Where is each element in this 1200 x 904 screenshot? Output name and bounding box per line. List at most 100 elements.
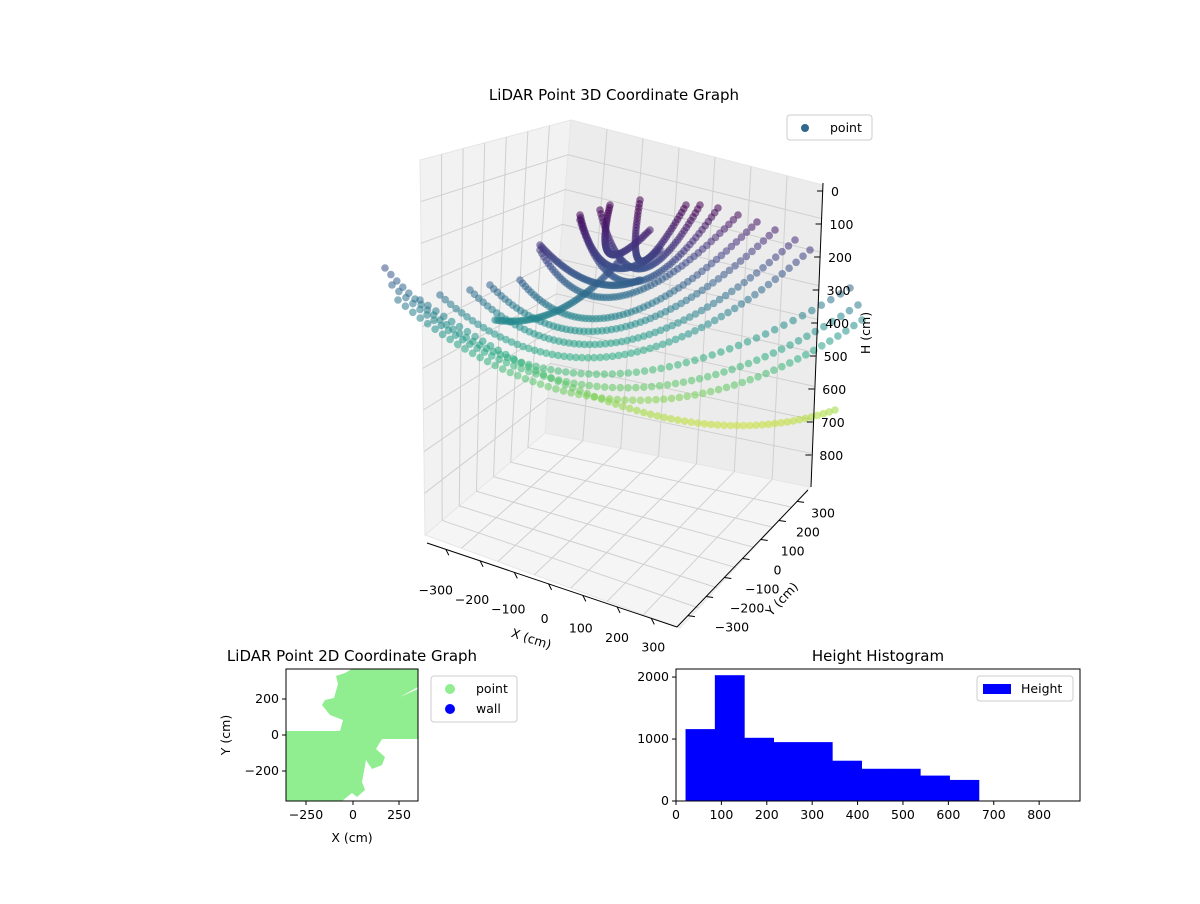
data-point-3d	[714, 275, 723, 283]
y-tick-3d	[778, 519, 786, 522]
grid-line	[606, 471, 735, 602]
data-point-3d	[789, 417, 798, 425]
x-tick-label-3d: −200	[455, 592, 489, 607]
histogram-bar	[714, 675, 745, 801]
data-point-3d	[710, 316, 719, 325]
x-axis-3d	[426, 542, 678, 628]
data-point-3d	[744, 295, 752, 304]
y-tick-3d	[724, 577, 732, 580]
histogram-bar	[949, 779, 980, 801]
data-point-3d	[660, 413, 669, 422]
data-point-3d	[474, 320, 482, 329]
x-tick-label-3d: 300	[641, 639, 665, 654]
data-point-3d	[604, 397, 613, 406]
data-point-3d	[655, 382, 664, 390]
data-point-3d	[451, 331, 460, 340]
data-point-3d	[727, 242, 736, 251]
title-histogram: Height Histogram	[812, 647, 944, 665]
data-point-3d	[446, 300, 455, 309]
histogram-bars	[685, 675, 980, 801]
data-point-3d	[736, 257, 745, 265]
y-tick-label-3d: −200	[730, 601, 764, 616]
data-point-3d	[554, 367, 563, 375]
data-point-3d	[754, 373, 762, 381]
grid-line	[570, 463, 697, 589]
data-point-3d	[506, 368, 515, 377]
histogram-bar	[744, 737, 775, 801]
data-point-3d	[662, 324, 671, 332]
data-point-3d	[726, 421, 735, 430]
data-point-3d	[608, 383, 617, 392]
data-point-3d	[752, 421, 760, 430]
z-tick-label-3d: 100	[830, 217, 854, 232]
data-point-3d	[577, 369, 585, 378]
data-point-3d	[616, 369, 625, 378]
data-point-3d	[455, 322, 464, 331]
data-point-3d	[770, 325, 779, 334]
data-point-3d	[698, 286, 706, 295]
x-tick-label-2d: −250	[289, 807, 323, 822]
data-point-3d	[602, 353, 611, 361]
data-point-3d	[530, 346, 539, 355]
data-point-3d	[480, 348, 489, 356]
data-point-3d	[444, 326, 453, 335]
grid-line	[461, 440, 584, 549]
x-tick-label-2d: 0	[349, 807, 357, 822]
data-point-3d	[432, 307, 440, 315]
data-point-3d	[656, 326, 665, 335]
data-point-3d	[679, 378, 688, 387]
data-point-3d	[576, 387, 584, 395]
data-point-3d	[529, 377, 537, 386]
x-tick-label-hist: 700	[982, 807, 1006, 822]
data-point-3d	[381, 264, 389, 272]
grid-line	[695, 157, 716, 464]
data-point-3d	[746, 274, 755, 282]
y-tick-label-3d: 0	[774, 563, 782, 578]
data-point-3d	[748, 223, 756, 231]
data-point-3d	[569, 384, 577, 392]
data-point-3d	[592, 370, 601, 379]
y-tick-label-hist: 0	[661, 793, 669, 808]
legend-label-point: point	[830, 120, 862, 135]
data-point-3d	[657, 364, 665, 373]
data-point-3d	[794, 355, 802, 363]
data-point-3d	[734, 341, 743, 350]
grid-line	[459, 505, 718, 589]
data-point-3d	[715, 295, 724, 304]
data-point-3d	[854, 301, 862, 309]
data-point-3d	[764, 420, 773, 429]
data-point-3d	[731, 262, 739, 270]
title-3d: LiDAR Point 3D Coordinate Graph	[489, 86, 739, 104]
data-point-3d	[532, 366, 540, 375]
data-point-3d	[486, 342, 495, 350]
data-point-3d	[624, 369, 633, 377]
data-point-3d	[696, 201, 704, 209]
data-point-3d	[734, 283, 742, 291]
grid-line	[475, 142, 486, 492]
data-point-3d	[680, 417, 689, 426]
data-point-3d	[517, 364, 526, 373]
data-point-3d	[691, 356, 699, 365]
data-point-3d	[640, 383, 648, 392]
histogram-bar	[861, 768, 892, 801]
z-tick-label-3d: 400	[825, 316, 849, 331]
data-point-3d	[714, 204, 722, 212]
data-point-3d	[632, 368, 641, 377]
data-point-3d	[778, 270, 786, 278]
data-point-3d	[845, 306, 854, 315]
x-tick-3d	[513, 572, 518, 579]
data-point-3d	[590, 353, 598, 362]
data-point-3d	[416, 305, 424, 314]
data-point-3d	[722, 247, 731, 255]
data-point-3d	[401, 302, 410, 311]
data-point-3d	[483, 357, 492, 366]
legend-label-height: Height	[1021, 681, 1062, 696]
data-point-3d	[577, 380, 586, 389]
data-point-3d	[547, 365, 555, 374]
data-point-3d	[771, 226, 779, 234]
data-point-3d	[761, 352, 769, 361]
data-point-3d	[753, 356, 761, 365]
data-point-3d	[759, 237, 768, 245]
data-point-3d	[717, 251, 726, 260]
data-point-3d	[734, 211, 742, 219]
